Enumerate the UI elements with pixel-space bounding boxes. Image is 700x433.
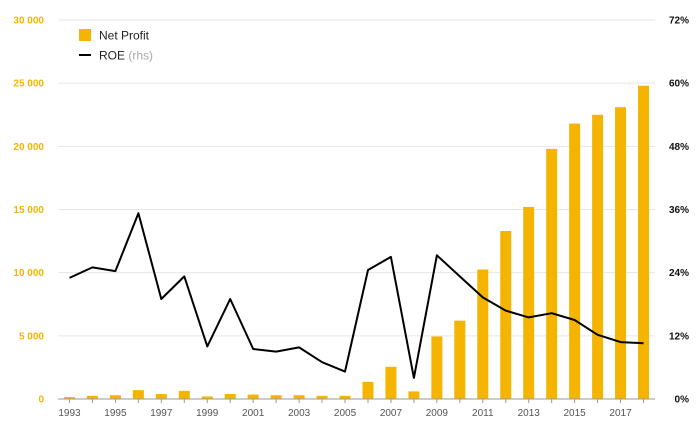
net-profit-bars [63,85,650,400]
x-tick-label: 1999 [196,408,219,419]
legend-roe-name: ROE [99,49,125,63]
bar-net-profit [569,123,581,400]
x-tick-label: 1997 [150,408,173,419]
x-tick-label: 2003 [288,408,311,419]
y-right-tick-label: 24% [669,268,689,279]
x-tick-label: 2007 [380,408,403,419]
legend-net-profit-swatch [79,29,91,41]
bar-net-profit [132,390,144,399]
bar-net-profit [546,148,558,399]
x-tick-label: 2001 [242,408,265,419]
x-tick-label: 2015 [564,408,587,419]
y-left-tick-label: 30 000 [13,16,44,27]
bar-net-profit [86,395,98,399]
y-right-tick-label: 48% [669,142,689,153]
x-tick-label: 2005 [334,408,357,419]
bar-net-profit [500,230,512,399]
legend: Net Profit ROE (rhs) [79,29,153,63]
bar-net-profit [247,394,259,399]
y-right-tick-label: 36% [669,205,689,216]
bar-net-profit [638,85,650,400]
roe-line [69,212,644,379]
y-right-tick-label: 12% [669,331,689,342]
bar-net-profit [362,381,374,399]
bar-net-profit [339,395,351,399]
bar-net-profit [270,395,282,399]
bar-net-profit [178,390,190,399]
bar-net-profit [615,107,627,400]
bar-net-profit [293,395,305,399]
y-right-tick-label: 0% [675,395,690,406]
bar-net-profit [523,206,535,399]
bar-net-profit [155,393,167,399]
y-left-tick-label: 20 000 [13,142,44,153]
bar-net-profit [201,396,213,399]
y-left-tick-label: 15 000 [13,205,44,216]
x-tick-label: 2017 [609,408,632,419]
y-right-tick-label: 60% [669,79,689,90]
x-tick-label: 2011 [472,408,494,419]
y-left-tick-label: 5 000 [19,331,44,342]
left-axis: 0 5 000 10 000 15 000 20 000 25 000 30 000 [13,16,44,406]
bar-net-profit [316,395,328,399]
x-tick-label: 2009 [426,408,449,419]
bar-net-profit [477,269,489,399]
bar-net-profit [385,366,397,399]
bar-net-profit [109,395,121,399]
bar-net-profit [63,397,75,399]
y-left-tick-label: 0 [38,395,44,406]
y-left-tick-label: 25 000 [13,79,44,90]
x-tick-label: 1993 [58,408,81,419]
y-right-tick-label: 72% [669,16,689,27]
y-left-tick-label: 10 000 [13,268,44,279]
x-tick-label: 2013 [518,408,541,419]
legend-roe-suffix: (rhs) [128,49,153,63]
x-axis: 1993 1995 1997 1999 2001 2003 2005 2007 2009 2011… [58,398,655,419]
gridlines [58,19,655,337]
bar-net-profit [224,393,236,399]
bar-net-profit [454,320,466,399]
legend-net-profit-label: Net Profit [99,29,150,43]
bar-net-profit [431,336,443,399]
roe-line-group [69,212,644,379]
legend-roe-label: ROE (rhs) [99,49,153,63]
bar-net-profit [592,114,604,399]
right-axis: 0% 12% 24% 36% 48% 60% 72% [669,16,689,406]
x-tick-label: 1995 [104,408,127,419]
bar-net-profit [408,391,420,399]
